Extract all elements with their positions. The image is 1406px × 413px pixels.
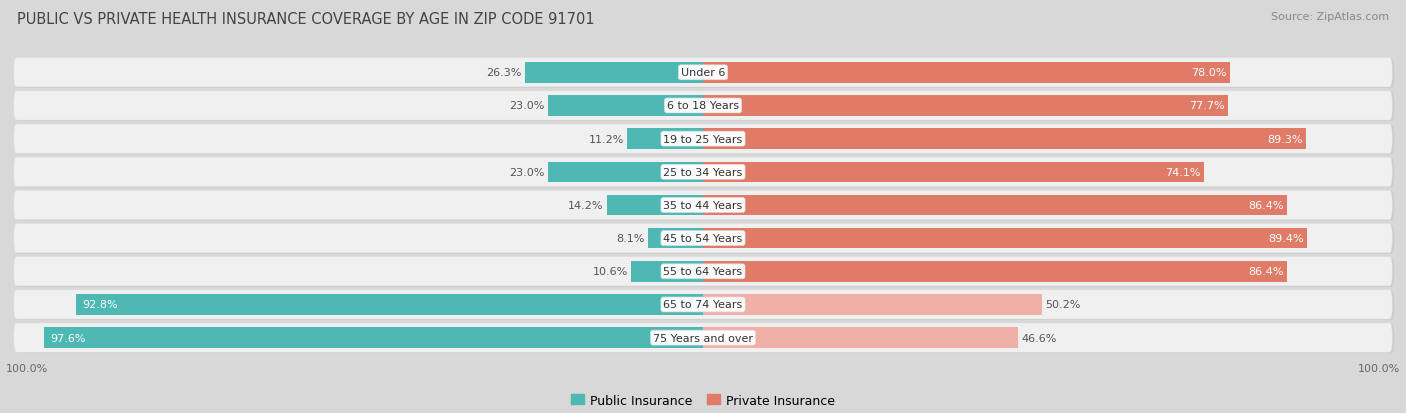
Text: 35 to 44 Years: 35 to 44 Years bbox=[664, 200, 742, 211]
Text: 86.4%: 86.4% bbox=[1249, 267, 1284, 277]
FancyBboxPatch shape bbox=[14, 59, 1392, 88]
Text: 75 Years and over: 75 Years and over bbox=[652, 333, 754, 343]
Bar bbox=[703, 261, 1286, 282]
FancyBboxPatch shape bbox=[15, 59, 1395, 89]
Text: 46.6%: 46.6% bbox=[1021, 333, 1057, 343]
FancyBboxPatch shape bbox=[15, 93, 1395, 122]
Bar bbox=[703, 129, 1306, 150]
Text: 14.2%: 14.2% bbox=[568, 200, 603, 211]
Text: 86.4%: 86.4% bbox=[1249, 200, 1284, 211]
FancyBboxPatch shape bbox=[15, 225, 1395, 254]
Bar bbox=[703, 328, 1018, 348]
Bar bbox=[526, 63, 703, 83]
Text: 11.2%: 11.2% bbox=[589, 134, 624, 144]
Text: PUBLIC VS PRIVATE HEALTH INSURANCE COVERAGE BY AGE IN ZIP CODE 91701: PUBLIC VS PRIVATE HEALTH INSURANCE COVER… bbox=[17, 12, 595, 27]
FancyBboxPatch shape bbox=[14, 191, 1392, 220]
Text: 23.0%: 23.0% bbox=[509, 167, 544, 177]
Text: 65 to 74 Years: 65 to 74 Years bbox=[664, 300, 742, 310]
Text: 74.1%: 74.1% bbox=[1164, 167, 1201, 177]
Text: 97.6%: 97.6% bbox=[51, 333, 86, 343]
Text: 55 to 64 Years: 55 to 64 Years bbox=[664, 267, 742, 277]
Text: 78.0%: 78.0% bbox=[1191, 68, 1226, 78]
Text: 26.3%: 26.3% bbox=[486, 68, 522, 78]
FancyBboxPatch shape bbox=[15, 258, 1395, 287]
Text: 6 to 18 Years: 6 to 18 Years bbox=[666, 101, 740, 111]
Bar bbox=[631, 261, 703, 282]
FancyBboxPatch shape bbox=[14, 257, 1392, 286]
Text: 25 to 34 Years: 25 to 34 Years bbox=[664, 167, 742, 177]
FancyBboxPatch shape bbox=[15, 192, 1395, 221]
FancyBboxPatch shape bbox=[14, 224, 1392, 253]
Text: 23.0%: 23.0% bbox=[509, 101, 544, 111]
Legend: Public Insurance, Private Insurance: Public Insurance, Private Insurance bbox=[567, 389, 839, 411]
Text: Source: ZipAtlas.com: Source: ZipAtlas.com bbox=[1271, 12, 1389, 22]
Bar bbox=[703, 63, 1230, 83]
Bar bbox=[703, 228, 1308, 249]
Bar bbox=[76, 294, 703, 315]
Bar bbox=[703, 96, 1227, 116]
Bar bbox=[703, 294, 1042, 315]
FancyBboxPatch shape bbox=[14, 92, 1392, 121]
Text: 8.1%: 8.1% bbox=[616, 234, 645, 244]
FancyBboxPatch shape bbox=[14, 323, 1392, 352]
Text: 89.3%: 89.3% bbox=[1268, 134, 1303, 144]
FancyBboxPatch shape bbox=[15, 324, 1395, 354]
FancyBboxPatch shape bbox=[14, 290, 1392, 319]
Bar bbox=[547, 96, 703, 116]
Bar bbox=[703, 195, 1286, 216]
Text: 77.7%: 77.7% bbox=[1189, 101, 1225, 111]
Text: 92.8%: 92.8% bbox=[83, 300, 118, 310]
Bar bbox=[547, 162, 703, 183]
Text: Under 6: Under 6 bbox=[681, 68, 725, 78]
Bar bbox=[607, 195, 703, 216]
FancyBboxPatch shape bbox=[15, 159, 1395, 188]
Text: 19 to 25 Years: 19 to 25 Years bbox=[664, 134, 742, 144]
Text: 45 to 54 Years: 45 to 54 Years bbox=[664, 234, 742, 244]
Text: 50.2%: 50.2% bbox=[1046, 300, 1081, 310]
Bar bbox=[703, 162, 1204, 183]
FancyBboxPatch shape bbox=[14, 158, 1392, 187]
FancyBboxPatch shape bbox=[14, 125, 1392, 154]
Bar bbox=[648, 228, 703, 249]
Text: 89.4%: 89.4% bbox=[1268, 234, 1303, 244]
FancyBboxPatch shape bbox=[15, 291, 1395, 320]
FancyBboxPatch shape bbox=[15, 126, 1395, 155]
Text: 10.6%: 10.6% bbox=[593, 267, 628, 277]
Bar bbox=[627, 129, 703, 150]
Bar bbox=[44, 328, 703, 348]
